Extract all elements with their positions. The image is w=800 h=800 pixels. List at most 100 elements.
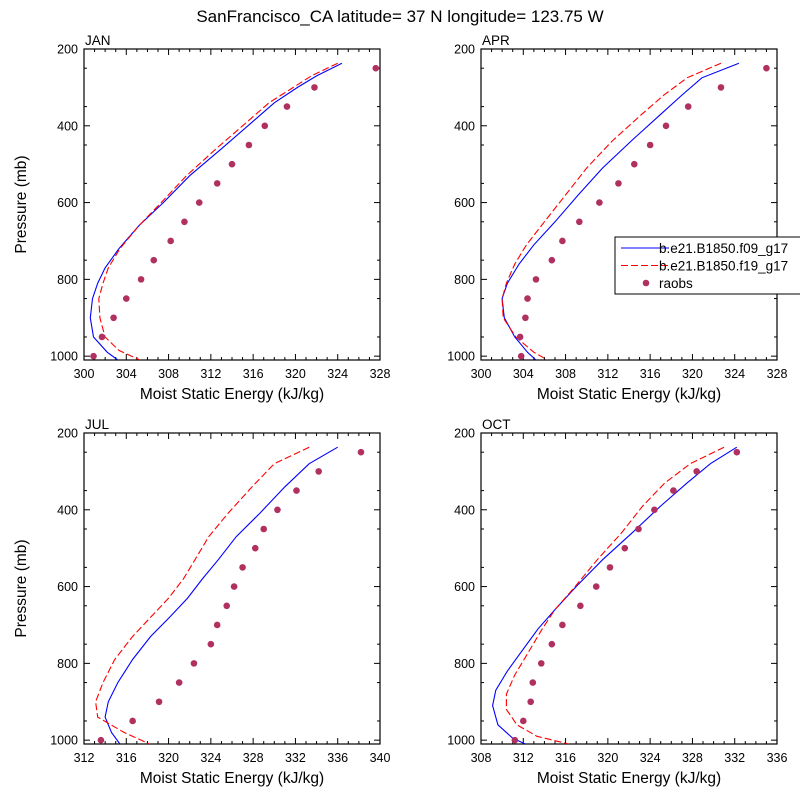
panel-jul: 312 316 320 324 328 332 336 340 200 400 600 800 1000…	[13, 417, 390, 787]
raobs-point	[274, 506, 281, 514]
x-tick-label: 308	[471, 751, 492, 765]
y-tick-label: 200	[454, 427, 475, 441]
panel-title: OCT	[482, 417, 511, 432]
panel-oct: 308 312 316 320 324 328 332 336 200 400 600 800 1000…	[447, 417, 787, 787]
raobs-point	[195, 199, 203, 206]
y-tick-label: 1000	[50, 350, 78, 364]
panel-title: JUL	[85, 417, 109, 432]
raobs-point	[98, 333, 106, 341]
x-tick-label: 312	[74, 751, 95, 765]
y-tick-label: 200	[57, 427, 78, 441]
raobs-point	[207, 640, 215, 648]
x-tick-label: 324	[327, 367, 348, 381]
y-axis-label: Pressure (mb)	[13, 155, 30, 253]
x-tick-label: 316	[116, 751, 137, 765]
raobs-point	[239, 564, 246, 571]
raobs-point	[651, 506, 658, 514]
y-tick-label: 600	[57, 580, 78, 594]
x-tick-label: 312	[597, 367, 618, 381]
x-tick-label: 328	[682, 751, 703, 765]
x-tick-label: 308	[555, 367, 576, 381]
raobs-point	[524, 295, 531, 302]
y-tick-label: 600	[57, 196, 78, 210]
raobs-point	[261, 122, 269, 130]
plot-frame	[480, 432, 778, 745]
raobs-point	[596, 199, 603, 206]
panel-jan: 300 304 308 312 316 320 324 328 200 400 600 800 1000…	[13, 33, 390, 403]
raobs-point	[97, 736, 105, 744]
series-line-f09	[492, 446, 738, 744]
raobs-point	[559, 621, 566, 629]
x-tick-label: 336	[327, 751, 348, 765]
x-tick-label: 320	[597, 751, 618, 765]
raobs-point	[684, 103, 692, 110]
x-tick-label: 300	[471, 367, 492, 381]
raobs-point	[717, 84, 725, 91]
x-tick-label: 332	[724, 751, 745, 765]
x-tick-label: 340	[370, 751, 391, 765]
raobs-point	[548, 256, 556, 264]
raobs-point	[90, 352, 97, 360]
raobs-point	[150, 256, 158, 264]
raobs-point	[283, 103, 291, 110]
x-axis-label: Moist Static Energy (kJ/kg)	[537, 770, 721, 787]
series-line-f09	[501, 62, 740, 360]
raobs-point	[167, 237, 174, 245]
series-line-f09	[104, 446, 338, 744]
raobs-point	[110, 314, 117, 322]
legend-label: b.e21.B1850.f19_g17	[659, 259, 788, 274]
raobs-point	[511, 736, 519, 744]
raobs-point	[175, 679, 183, 686]
x-tick-label: 300	[74, 367, 95, 381]
series-group	[492, 446, 738, 744]
y-axis-label: Pressure (mb)	[13, 539, 30, 637]
raobs-point	[129, 717, 136, 725]
x-tick-label: 324	[724, 367, 745, 381]
series-line-f19	[501, 62, 722, 360]
y-tick-label: 1000	[50, 734, 78, 748]
raobs-point	[733, 448, 741, 456]
x-axis-label: Moist Static Energy (kJ/kg)	[140, 386, 324, 403]
x-axis-label: Moist Static Energy (kJ/kg)	[140, 770, 324, 787]
x-tick-label: 312	[513, 751, 534, 765]
x-tick-label: 328	[243, 751, 264, 765]
raobs-point	[537, 660, 545, 667]
raobs-point	[559, 237, 566, 245]
y-tick-label: 800	[454, 273, 475, 287]
y-tick-label: 400	[57, 503, 78, 517]
raobs-point	[228, 160, 236, 168]
raobs-point	[548, 640, 556, 648]
legend-label: b.e21.B1850.f09_g17	[659, 241, 788, 256]
x-tick-label: 324	[200, 751, 221, 765]
raobs-point	[223, 602, 231, 610]
legend-label: raobs	[659, 276, 693, 291]
x-tick-label: 316	[640, 367, 661, 381]
x-tick-label: 328	[370, 367, 391, 381]
raobs-point	[693, 468, 700, 475]
y-tick-label: 600	[454, 580, 475, 594]
plot-frame	[480, 48, 778, 361]
raobs-point	[630, 160, 638, 168]
raobs-point	[245, 141, 253, 149]
raobs-point	[155, 698, 163, 706]
raobs-point	[635, 525, 642, 533]
raobs-point	[260, 525, 268, 533]
series-line-f19	[505, 446, 725, 744]
y-tick-label: 800	[454, 657, 475, 671]
y-tick-label: 600	[454, 196, 475, 210]
series-line-f19	[95, 446, 310, 744]
raobs-point	[230, 583, 238, 590]
legend-marker-raobs	[642, 279, 650, 287]
raobs-point	[576, 218, 583, 226]
y-tick-label: 800	[57, 273, 78, 287]
y-tick-label: 400	[454, 503, 475, 517]
x-tick-label: 320	[285, 367, 306, 381]
y-tick-label: 200	[454, 43, 475, 57]
raobs-point	[516, 333, 524, 341]
raobs-point	[527, 698, 534, 706]
series-group	[501, 62, 740, 360]
raobs-point	[137, 276, 145, 283]
series-group	[89, 62, 343, 360]
raobs-point	[606, 564, 614, 571]
